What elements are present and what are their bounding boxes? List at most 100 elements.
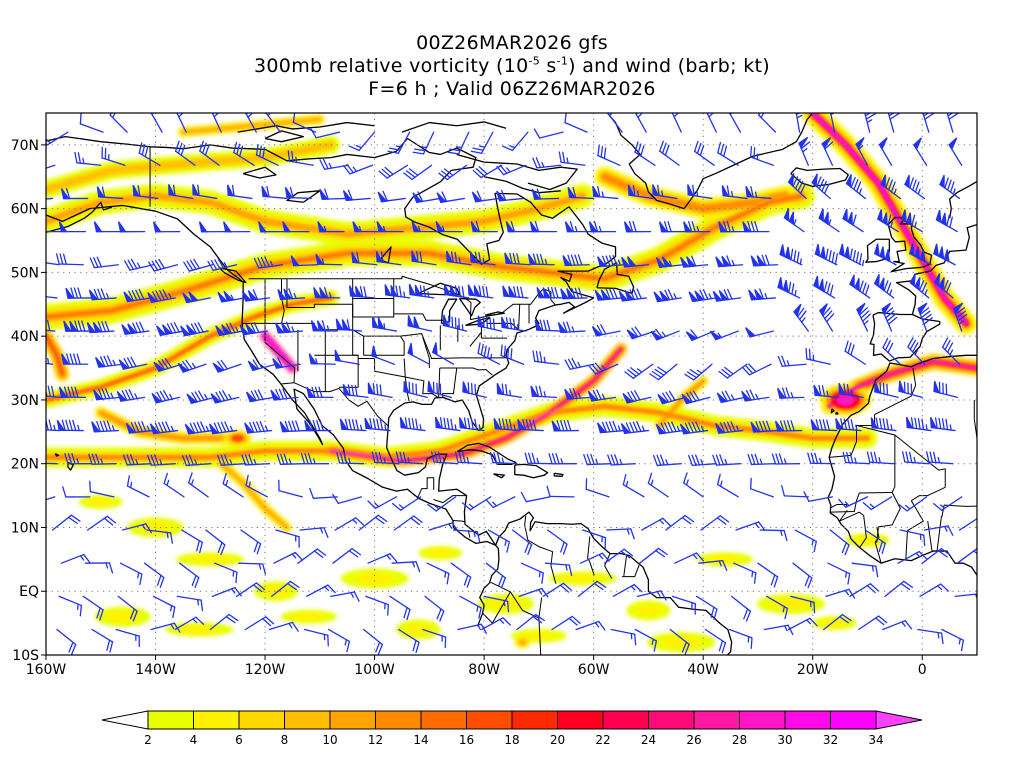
wind-barb [176,113,187,133]
wind-barb-flag [688,291,699,303]
wind-barb-feather [346,640,351,653]
wind-barb-feather [478,166,488,175]
wind-barb-feather [278,388,285,400]
colorbar-swatch [466,710,513,730]
wind-barb-feather [77,152,82,164]
wind-barb-flag [564,221,574,233]
wind-barb-flag [351,251,360,264]
wind-barb [395,451,424,465]
wind-barb [735,521,766,532]
wind-barb-feather [291,150,294,163]
wind-barb-feather [391,502,402,511]
wind-barb-feather [667,421,674,433]
wind-barb-feather [224,421,230,433]
wind-barb-feather [77,320,82,332]
wind-barb [794,529,817,553]
wind-barb-feather [41,386,43,396]
wind-barb-feather [71,453,76,465]
wind-barb [606,528,635,540]
wind-barb-feather [726,221,731,233]
wind-barb-feather [771,453,777,465]
wind-barb-feather [139,573,143,586]
wind-barb-feather [438,172,448,181]
wind-barb-feather [929,451,934,463]
wind-barb-feather [588,365,597,375]
wind-barb [612,583,643,597]
wind-barb-flag [627,184,636,197]
wind-barb [838,496,869,508]
wind-barb [517,418,544,432]
wind-barb [241,454,271,466]
wind-barb [652,184,678,200]
wind-barb-shaft [337,496,363,504]
wind-barb [901,451,930,465]
wind-barb-feather [496,452,501,464]
wind-barb-feather [327,584,336,594]
wind-barb-feather [103,420,108,432]
wind-barb-half-feather [858,188,863,195]
wind-barb-flag [618,290,629,302]
wind-barb-feather [695,454,701,466]
wind-barb-feather [603,147,607,160]
wind-barb-feather [657,366,668,374]
wind-barb-flag [342,190,353,202]
wind-barb-half-feather [398,504,405,509]
wind-barb-flag [787,173,795,187]
wind-barb-flag [777,387,787,399]
wind-barb-flag [943,249,950,263]
wind-barb-feather [153,454,159,466]
wind-barb-feather [74,386,79,398]
wind-barb-feather [634,141,639,153]
wind-barb-half-feather [869,503,875,509]
wind-barb-flag [241,290,252,302]
wind-barb-flag [679,423,691,435]
wind-barb-half-feather [828,219,832,226]
wind-barb-feather [416,250,419,263]
wind-barb-feather [597,144,600,157]
wind-barb [427,496,457,512]
wind-barb-feather [850,344,855,356]
wind-barb-feather [239,145,244,157]
title-line-2-part: 300mb relative vorticity (10 [254,55,529,77]
wind-barb [411,250,437,266]
wind-barb-feather [191,392,198,403]
wind-barb-feather [351,419,356,431]
wind-barb-flag [935,209,942,224]
wind-barb-half-feather [863,320,869,325]
border-line [905,500,924,560]
wind-barb-shaft [46,262,60,266]
wind-barb-feather [829,284,834,297]
wind-barb-feather [147,454,152,466]
wind-barb-feather [336,452,341,464]
wind-barb-half-feather [936,585,943,590]
border-line [433,495,467,504]
title-line-1: 00Z26MAR2026 gfs [416,32,608,54]
wind-barb-flag [591,325,603,337]
wind-barb-feather [355,419,359,431]
wind-barb-feather [430,451,435,463]
wind-barb-feather [787,624,794,636]
wind-barb-feather [831,251,835,264]
wind-barb-feather [943,279,949,291]
wind-barb-feather [463,417,467,429]
wind-barb-feather [466,576,472,588]
wind-barb-half-feather [192,618,198,624]
border-line [874,367,917,416]
wind-barb-feather [590,453,595,465]
wind-barb-feather [762,420,768,432]
wind-barb-flag [319,188,329,200]
wind-barb-feather [233,141,238,154]
wind-barb [558,151,586,166]
wind-barb [897,550,928,564]
wind-barb [698,559,728,571]
wind-barb-feather [691,421,698,433]
wind-barb [46,357,54,365]
wind-barb [603,548,634,564]
wind-barb-feather [592,389,599,401]
wind-barb-half-feather [291,553,297,559]
colorbar-tick-label: 26 [686,733,701,747]
border-line [363,335,405,356]
wind-barb [533,128,564,139]
wind-barb-feather [170,322,177,334]
wind-barb-flag [745,327,757,338]
